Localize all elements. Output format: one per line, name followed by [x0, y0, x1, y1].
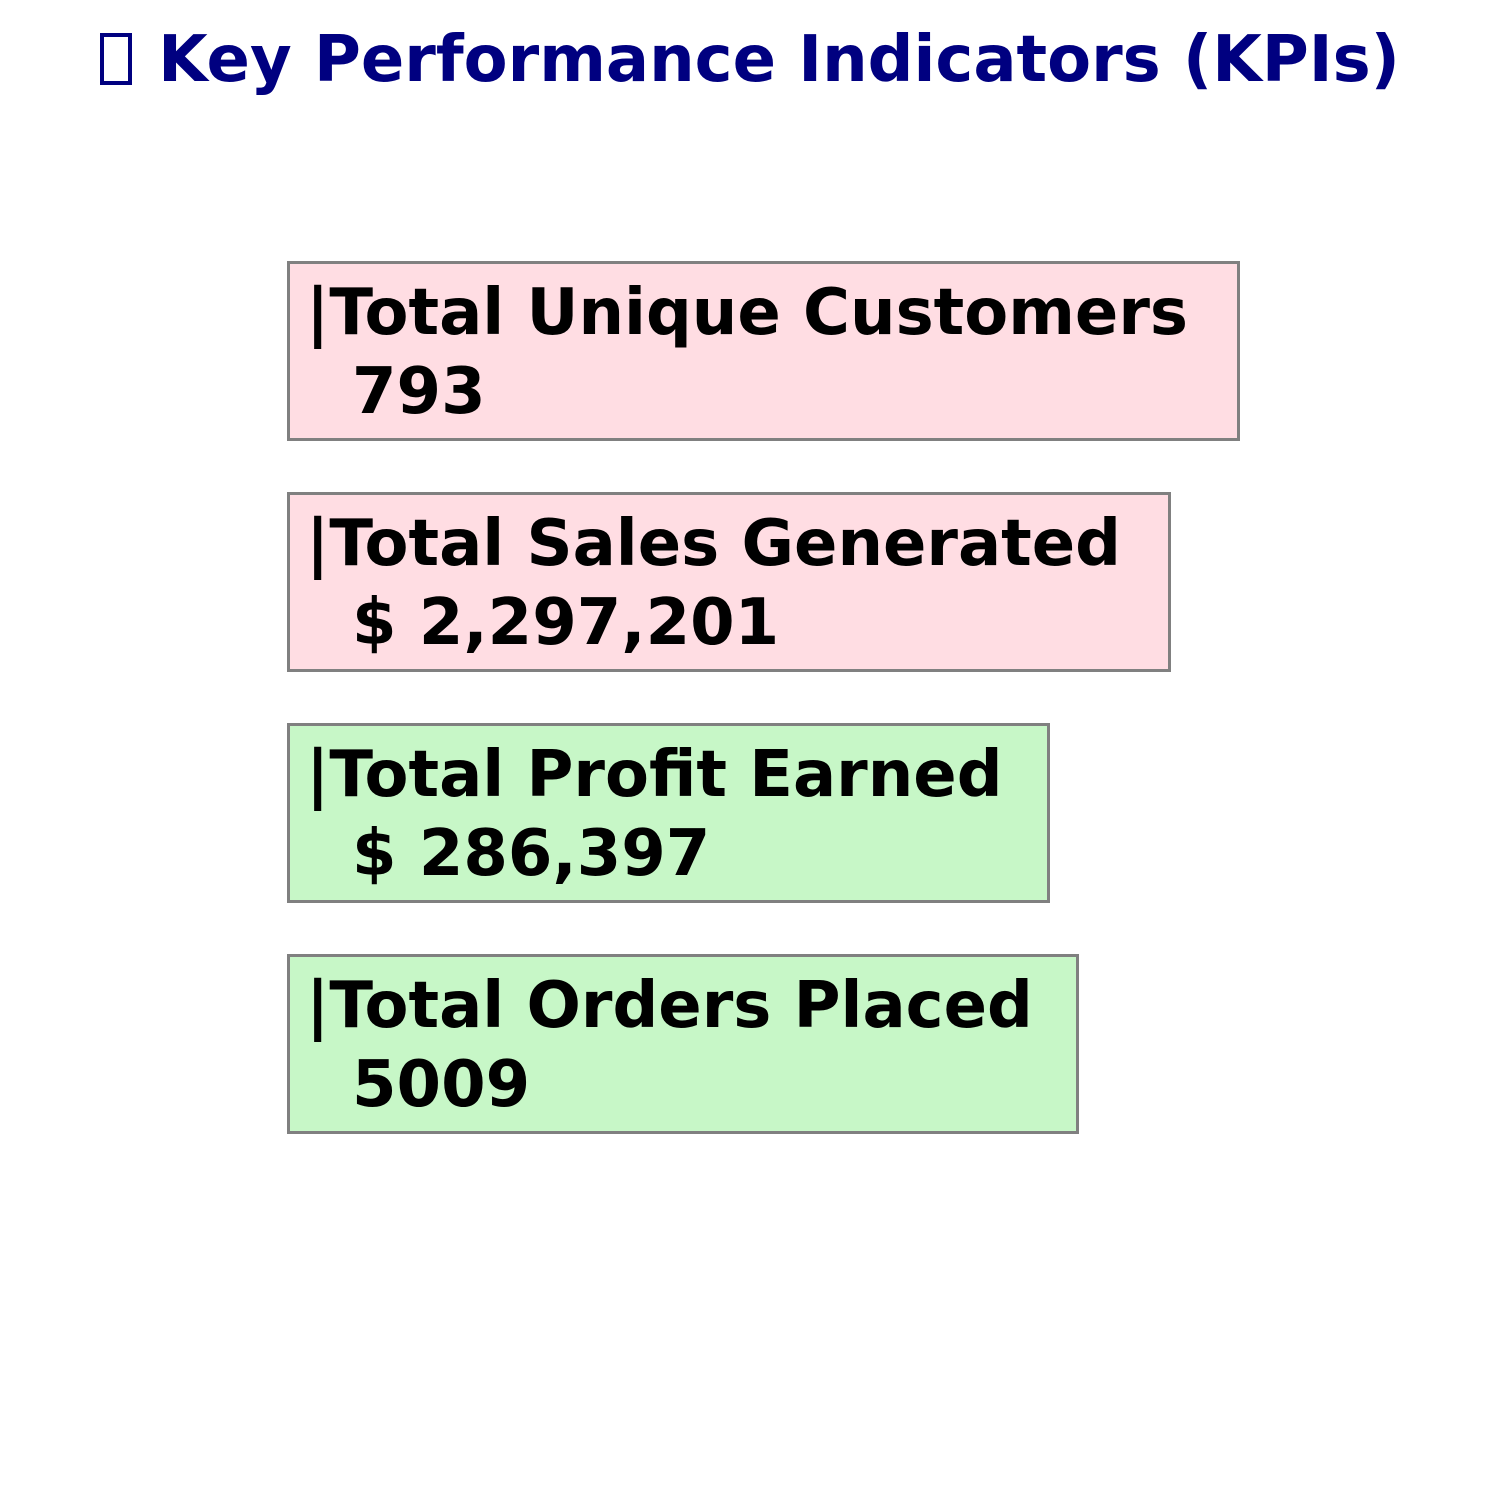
- kpi-value: 793: [352, 355, 486, 429]
- kpi-label: |Total Unique Customers: [306, 276, 1188, 350]
- page-title-text: Key Performance Indicators (KPIs): [158, 23, 1400, 97]
- kpi-card-unique-customers: |Total Unique Customers 793: [287, 261, 1240, 441]
- kpi-label: |Total Sales Generated: [306, 507, 1121, 581]
- kpi-value: $ 2,297,201: [352, 586, 780, 660]
- page-title: Key Performance Indicators (KPIs): [0, 22, 1500, 98]
- kpi-label: |Total Orders Placed: [306, 969, 1033, 1043]
- kpi-label: |Total Profit Earned: [306, 738, 1003, 812]
- kpi-value: 5009: [352, 1048, 531, 1122]
- kpi-card-profit-earned: |Total Profit Earned $ 286,397: [287, 723, 1050, 903]
- kpi-value: $ 286,397: [352, 817, 711, 891]
- kpi-card-orders-placed: |Total Orders Placed 5009: [287, 954, 1079, 1134]
- missing-glyph-icon: [100, 33, 133, 85]
- kpi-card-sales-generated: |Total Sales Generated $ 2,297,201: [287, 492, 1171, 672]
